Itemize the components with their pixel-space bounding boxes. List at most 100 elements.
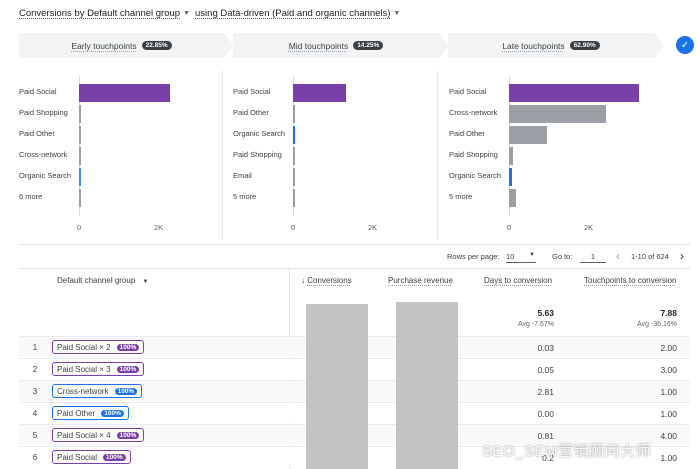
chart-bar[interactable] (79, 168, 81, 186)
chart-axis-line (293, 76, 294, 216)
watermark-text: SEO_SEM营销顾问大师 (482, 443, 652, 460)
chart-bar[interactable] (293, 168, 295, 186)
chart-row[interactable]: Paid Shopping (19, 104, 219, 124)
chevron-right-icon (224, 33, 234, 58)
chevron-down-icon[interactable]: ▼ (393, 9, 401, 17)
chart-row[interactable]: Paid Shopping (233, 146, 433, 166)
chart-bar[interactable] (79, 189, 81, 207)
path-chip[interactable]: Paid Other 100% (52, 406, 129, 420)
path-chip[interactable]: Paid Social 100% (52, 450, 131, 464)
chart-bar[interactable] (293, 189, 295, 207)
chart-bar[interactable] (509, 105, 606, 123)
axis-tick-label: 2K (584, 223, 594, 232)
mid-touchpoints-chart: Paid Social Paid Other Organic Search Paid … (233, 76, 433, 236)
path-chip-badge: 100% (103, 453, 126, 461)
stage-percent-badge: 22.85% (141, 41, 172, 50)
chart-bar[interactable] (79, 105, 82, 123)
chart-row[interactable]: Paid Social (19, 83, 219, 103)
days-cell: 0.03 (537, 343, 554, 353)
chart-bar[interactable] (509, 189, 516, 207)
model-dropdown[interactable]: using Data-driven (Paid and organic chan… (195, 7, 391, 19)
chart-row[interactable]: Paid Other (449, 125, 649, 145)
chart-row[interactable]: Paid Other (19, 125, 219, 145)
chart-row-label: Paid Shopping (19, 108, 68, 117)
days-cell: 0.2 (542, 453, 554, 463)
column-header-dimension[interactable]: Default channel group ▼ (57, 276, 149, 285)
avg-touchpoints: Avg -36.16% (637, 321, 677, 328)
redacted-conversions-column (306, 304, 368, 469)
stage-mid[interactable]: Mid touchpoints 14.25% (233, 33, 439, 58)
path-chip-label: Paid Social × 3 (57, 364, 111, 374)
chart-bar[interactable] (293, 84, 347, 102)
chart-row[interactable]: 5 more (449, 188, 649, 208)
chart-row[interactable]: Organic Search (233, 125, 433, 145)
metric-dropdown[interactable]: Conversions by Default channel group (19, 7, 181, 19)
chart-row[interactable]: Organic Search (449, 167, 649, 187)
arrow-down-icon: ↓ (301, 276, 305, 285)
chart-row[interactable]: Organic Search (19, 167, 219, 187)
chevron-down-icon: ▼ (529, 252, 535, 258)
rows-per-page-select[interactable]: 10 ▼ (506, 252, 536, 263)
path-chip-badge: 100% (116, 431, 140, 439)
chevron-down-icon[interactable]: ▼ (183, 9, 191, 17)
chart-row-label: Organic Search (19, 171, 72, 180)
chart-bar[interactable] (509, 126, 547, 144)
chart-bar[interactable] (79, 126, 81, 144)
column-header-revenue[interactable]: Purchase revenue (388, 276, 453, 285)
chart-bar[interactable] (79, 84, 170, 102)
chart-row[interactable]: Cross-network (19, 146, 219, 166)
chart-bar[interactable] (293, 126, 295, 144)
chart-row-label: 5 more (449, 192, 473, 201)
stage-percent-badge: 14.25% (353, 41, 384, 50)
stage-late[interactable]: Late touchpoints 62.90% (448, 33, 654, 58)
touchpoints-cell: 3.00 (660, 365, 677, 375)
pagination-controls: Rows per page: 10 ▼ Go to: 1 ‹ 1-10 of 6… (440, 249, 695, 264)
chart-row-label: Cross-network (19, 150, 68, 159)
path-chip[interactable]: Paid Social × 2 100% (52, 340, 145, 354)
chart-row[interactable]: Paid Social (233, 83, 433, 103)
chart-row-label: Email (233, 171, 252, 180)
chart-bar[interactable] (293, 147, 295, 165)
path-chip[interactable]: Paid Social × 3 100% (52, 362, 145, 376)
section-divider (19, 244, 690, 245)
redacted-revenue-column (396, 302, 458, 469)
chart-bar[interactable] (79, 147, 81, 165)
chart-row-label: Paid Shopping (233, 150, 282, 159)
prev-page-icon[interactable]: ‹ (616, 249, 620, 263)
chart-bar[interactable] (293, 105, 295, 123)
check-circle-icon[interactable]: ✓ (676, 36, 694, 54)
chart-bar[interactable] (509, 147, 513, 165)
stage-early[interactable]: Early touchpoints 22.85% (19, 33, 224, 58)
touchpoints-cell: 1.00 (660, 409, 677, 419)
path-chip-badge: 100% (116, 365, 140, 373)
row-index: 5 (32, 431, 38, 440)
column-header-conversions[interactable]: ↓ Conversions (301, 276, 352, 285)
chevron-down-icon: ▼ (142, 279, 149, 285)
chart-row[interactable]: Paid Shopping (449, 146, 649, 166)
chart-row-label: Paid Shopping (449, 150, 498, 159)
chart-bar[interactable] (509, 84, 640, 102)
chart-row[interactable]: Email (233, 167, 433, 187)
chart-axis-line (79, 76, 80, 216)
report-header: Conversions by Default channel group ▼ u… (19, 6, 405, 20)
touchpoints-cell: 1.00 (660, 387, 677, 397)
touchpoints-cell: 1.00 (660, 453, 677, 463)
column-header-days[interactable]: Days to conversion (484, 276, 553, 285)
path-chip[interactable]: Cross-network 100% (52, 384, 143, 398)
column-header-touchpoints[interactable]: Touchpoints to conversion (584, 276, 677, 285)
chart-row[interactable]: 6 more (19, 188, 219, 208)
next-page-icon[interactable]: › (680, 249, 684, 263)
chart-row[interactable]: Paid Other (233, 104, 433, 124)
chart-row[interactable]: Cross-network (449, 104, 649, 124)
path-chip-badge: 100% (116, 343, 140, 351)
goto-page-input[interactable]: 1 (580, 250, 606, 263)
chart-row[interactable]: Paid Social (449, 83, 649, 103)
chart-row-label: 5 more (233, 192, 257, 201)
avg-days: Avg -7.67% (517, 321, 554, 328)
row-index: 1 (32, 343, 38, 352)
touchpoints-cell: 4.00 (660, 431, 677, 441)
path-chip[interactable]: Paid Social × 4 100% (52, 428, 145, 442)
chart-row[interactable]: 5 more (233, 188, 433, 208)
chart-row-label: Paid Other (19, 129, 55, 138)
chart-bar[interactable] (509, 168, 513, 186)
